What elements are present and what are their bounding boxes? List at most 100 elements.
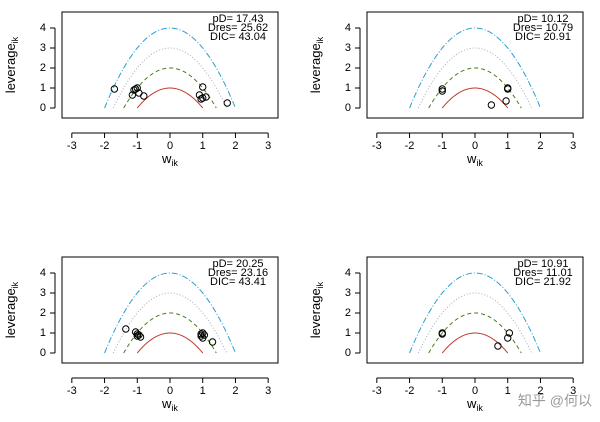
data-point	[133, 84, 141, 92]
annotation: Dres= 23.16	[208, 267, 268, 279]
x-tick-label: 1	[505, 385, 511, 397]
data-point	[128, 91, 137, 99]
annotation: Dres= 11.01	[513, 267, 572, 279]
annotation: pD= 20.25	[212, 258, 263, 270]
data-point	[223, 99, 231, 107]
x-axis-title: wik	[466, 151, 483, 168]
reference-curve	[441, 332, 509, 354]
data-point	[197, 330, 205, 338]
y-axis-title-main: leverage	[3, 43, 18, 93]
y-axis-title-main: leverage	[3, 288, 18, 338]
y-axis-title: leverageik	[308, 281, 325, 338]
x-tick-label: 0	[472, 140, 478, 152]
data-point	[494, 342, 502, 350]
data-point	[122, 325, 130, 333]
y-tick-label: 2	[345, 307, 351, 319]
y-tick-label: 1	[345, 327, 351, 339]
plot-frame	[366, 256, 584, 364]
y-tick-label: 0	[345, 102, 351, 114]
y-tick-label: 4	[345, 22, 351, 34]
x-tick-label: 1	[505, 140, 511, 152]
x-tick-label: -1	[437, 385, 447, 397]
x-tick-label: -1	[132, 385, 142, 397]
x-tick-label: 2	[232, 385, 238, 397]
annotation: Dres= 25.62	[208, 22, 268, 34]
x-axis-title-main: w	[466, 396, 477, 411]
data-point	[487, 101, 496, 109]
y-axis-title-main: leverage	[308, 288, 323, 338]
data-point	[504, 334, 512, 342]
x-tick-label: 3	[265, 385, 271, 397]
y-tick-label: 0	[40, 347, 46, 359]
y-tick-label: 4	[40, 267, 46, 279]
x-tick-label: 0	[167, 385, 173, 397]
annotation: DIC= 21.92	[515, 276, 571, 288]
y-axis-title-sub: ik	[10, 281, 20, 288]
y-tick-label: 1	[40, 82, 46, 94]
y-axis-title: leverageik	[3, 36, 20, 93]
x-tick-label: 1	[200, 385, 206, 397]
x-axis-title: wik	[466, 396, 483, 413]
reference-curve	[428, 312, 522, 354]
data-point	[197, 95, 205, 103]
x-tick-label: 0	[167, 140, 173, 152]
x-axis-title-main: w	[161, 151, 172, 166]
data-point	[136, 333, 145, 341]
plot-frame	[61, 11, 279, 119]
y-axis-title-sub: ik	[315, 36, 325, 43]
x-tick-label: -3	[372, 140, 382, 152]
y-axis-title: leverageik	[308, 36, 325, 93]
reference-curve	[104, 27, 236, 109]
data-point	[110, 85, 119, 93]
x-tick-label: -1	[132, 140, 142, 152]
x-tick-label: -3	[67, 140, 77, 152]
plot-frame	[61, 256, 279, 364]
y-tick-label: 2	[40, 62, 46, 74]
data-point	[135, 331, 143, 339]
reference-curve	[441, 87, 509, 109]
data-point	[199, 83, 207, 91]
x-tick-label: 2	[537, 140, 543, 152]
x-tick-label: 3	[570, 385, 576, 397]
annotation: pD= 10.12	[517, 13, 568, 25]
y-tick-label: 2	[345, 62, 351, 74]
x-tick-label: -2	[405, 140, 415, 152]
watermark: 知乎 @何以	[518, 393, 592, 409]
x-axis-title: wik	[161, 151, 178, 168]
data-point	[140, 92, 148, 100]
reference-curve	[104, 272, 236, 354]
y-tick-label: 4	[40, 22, 46, 34]
x-tick-label: 1	[200, 140, 206, 152]
y-tick-label: 3	[40, 42, 46, 54]
annotation: Dres= 10.79	[513, 22, 573, 34]
data-point	[438, 87, 446, 95]
x-axis-title-sub: ik	[171, 403, 178, 413]
y-tick-label: 3	[345, 42, 351, 54]
x-axis-title-sub: ik	[476, 158, 483, 168]
annotation: DIC= 20.91	[515, 31, 571, 43]
y-tick-label: 2	[40, 307, 46, 319]
x-axis-title-main: w	[466, 151, 477, 166]
annotation: DIC= 43.04	[210, 31, 266, 43]
data-point	[438, 330, 446, 338]
annotation: DIC= 43.41	[210, 276, 266, 288]
x-tick-label: 3	[570, 140, 576, 152]
data-point	[202, 93, 210, 101]
y-tick-label: 3	[40, 287, 46, 299]
reference-curve	[123, 67, 217, 109]
y-tick-label: 1	[345, 82, 351, 94]
x-axis-title-sub: ik	[171, 158, 178, 168]
reference-curve	[136, 332, 204, 354]
x-tick-label: -2	[100, 385, 110, 397]
data-point	[200, 331, 209, 339]
y-tick-label: 1	[40, 327, 46, 339]
x-tick-label: 2	[232, 140, 238, 152]
annotation: pD= 17.43	[212, 13, 263, 25]
y-axis-title: leverageik	[3, 281, 20, 338]
x-axis-title-main: w	[161, 396, 172, 411]
x-tick-label: -1	[437, 140, 447, 152]
